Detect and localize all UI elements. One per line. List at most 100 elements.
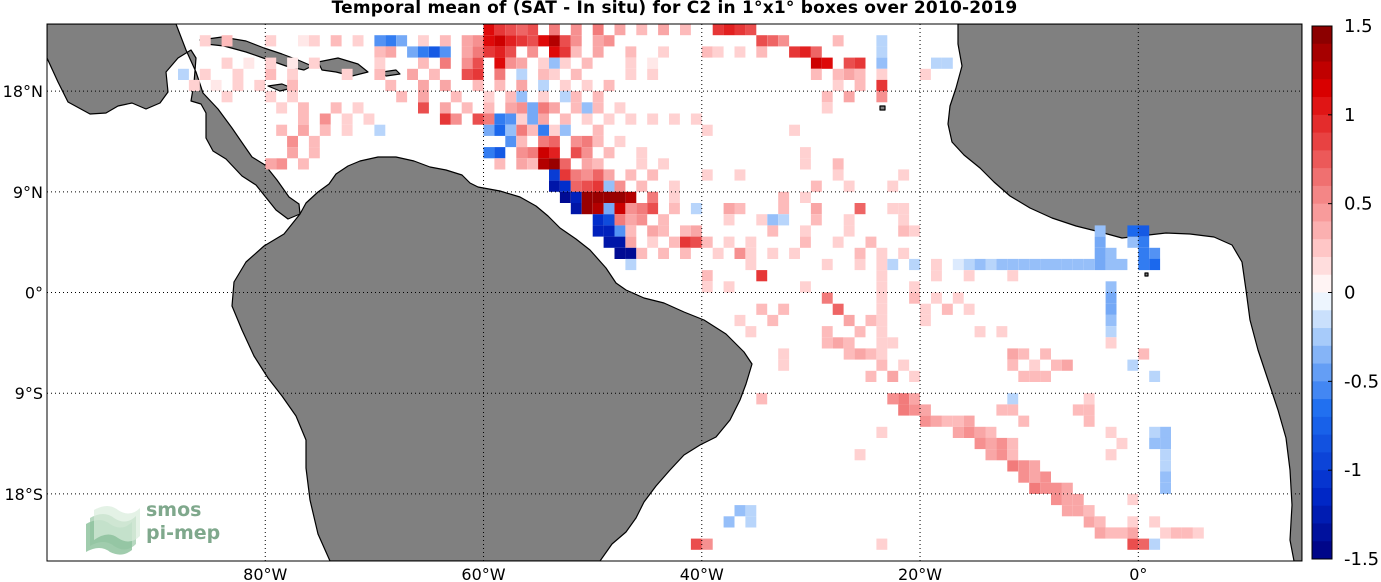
data-cell xyxy=(625,46,637,58)
data-cell xyxy=(494,79,506,92)
data-cell xyxy=(821,258,833,271)
data-cell xyxy=(876,326,888,338)
data-cell xyxy=(876,35,888,47)
data-cell xyxy=(843,180,855,192)
data-cell xyxy=(581,203,593,215)
data-cell xyxy=(1138,348,1150,360)
data-cell xyxy=(538,35,549,47)
data-cell xyxy=(920,415,931,427)
colorbar-segment xyxy=(1312,399,1332,418)
data-cell xyxy=(778,191,790,203)
data-cell xyxy=(472,113,484,125)
data-cell xyxy=(559,124,571,136)
data-cell xyxy=(778,203,790,215)
data-cell xyxy=(265,57,277,69)
data-cell xyxy=(221,35,233,47)
data-cell xyxy=(1029,482,1041,494)
data-cell xyxy=(1083,258,1095,271)
data-cell xyxy=(941,415,953,427)
data-cell xyxy=(549,102,560,114)
data-cell xyxy=(985,426,997,438)
data-cell xyxy=(931,270,942,282)
data-cell xyxy=(308,35,320,47)
data-cell xyxy=(1127,527,1139,539)
data-cell xyxy=(1127,225,1139,237)
data-cell xyxy=(1061,359,1073,371)
colorbar-tick-label: 1.5 xyxy=(1344,16,1373,37)
data-cell xyxy=(603,203,615,215)
data-cell xyxy=(1105,303,1117,315)
data-cell xyxy=(909,292,920,304)
data-cell xyxy=(898,214,910,226)
data-cell xyxy=(909,258,920,271)
data-cell xyxy=(265,91,277,103)
data-cell xyxy=(516,147,528,159)
data-cell xyxy=(690,113,702,125)
data-cell xyxy=(603,35,615,47)
data-cell xyxy=(483,46,495,58)
data-cell xyxy=(625,57,637,69)
data-cell xyxy=(287,91,298,103)
data-cell xyxy=(592,102,604,114)
colorbar-segment xyxy=(1312,150,1332,169)
data-cell xyxy=(603,180,615,192)
data-cell xyxy=(559,191,571,203)
colorbar-segment xyxy=(1312,114,1332,134)
data-cell xyxy=(701,538,713,550)
data-cell xyxy=(461,57,473,69)
data-cell xyxy=(1061,482,1073,494)
data-cell xyxy=(963,270,975,282)
data-cell xyxy=(920,314,931,327)
data-cell xyxy=(996,404,1008,416)
data-cell xyxy=(210,79,222,92)
data-cell xyxy=(549,68,560,80)
data-cell xyxy=(396,91,408,103)
data-cell xyxy=(505,46,517,58)
data-cell xyxy=(625,214,637,226)
data-cell xyxy=(1051,258,1062,271)
colorbar-segment xyxy=(1312,203,1332,222)
data-cell xyxy=(734,314,746,327)
data-cell xyxy=(549,35,560,47)
data-cell xyxy=(1072,258,1084,271)
data-cell xyxy=(712,24,724,36)
data-cell xyxy=(232,79,244,92)
data-cell xyxy=(909,225,920,237)
data-cell xyxy=(647,203,659,215)
data-cell xyxy=(734,505,746,517)
data-cell xyxy=(876,57,888,69)
data-cell xyxy=(439,57,451,69)
data-cell xyxy=(1105,314,1117,327)
data-cell xyxy=(1061,505,1073,517)
data-cell xyxy=(1040,258,1051,271)
data-cell xyxy=(669,180,680,192)
data-cell xyxy=(472,79,484,92)
data-cell xyxy=(341,124,353,136)
data-cell xyxy=(690,236,702,248)
data-cell xyxy=(625,68,637,80)
data-cell xyxy=(559,91,571,103)
data-cell xyxy=(625,236,637,248)
data-cell xyxy=(319,113,331,125)
data-cell xyxy=(1094,225,1106,237)
data-cell xyxy=(800,281,811,293)
lat-tick-label: 9°N xyxy=(13,183,43,202)
data-cell xyxy=(1160,426,1171,438)
data-cell xyxy=(570,180,582,192)
data-cell xyxy=(854,449,866,461)
data-cell xyxy=(308,57,320,69)
cape-verde-island xyxy=(879,105,886,111)
data-cell xyxy=(876,538,888,550)
data-cell xyxy=(581,113,593,125)
data-cell xyxy=(472,35,484,47)
colorbar-segment xyxy=(1312,274,1332,293)
data-cell xyxy=(592,124,604,136)
data-cell xyxy=(199,68,211,80)
data-cell xyxy=(669,191,680,203)
data-cell xyxy=(549,135,560,148)
data-cell xyxy=(723,214,735,226)
data-cell xyxy=(876,270,888,282)
data-cell xyxy=(876,258,888,271)
data-cell xyxy=(232,68,244,80)
data-cell xyxy=(712,247,724,259)
